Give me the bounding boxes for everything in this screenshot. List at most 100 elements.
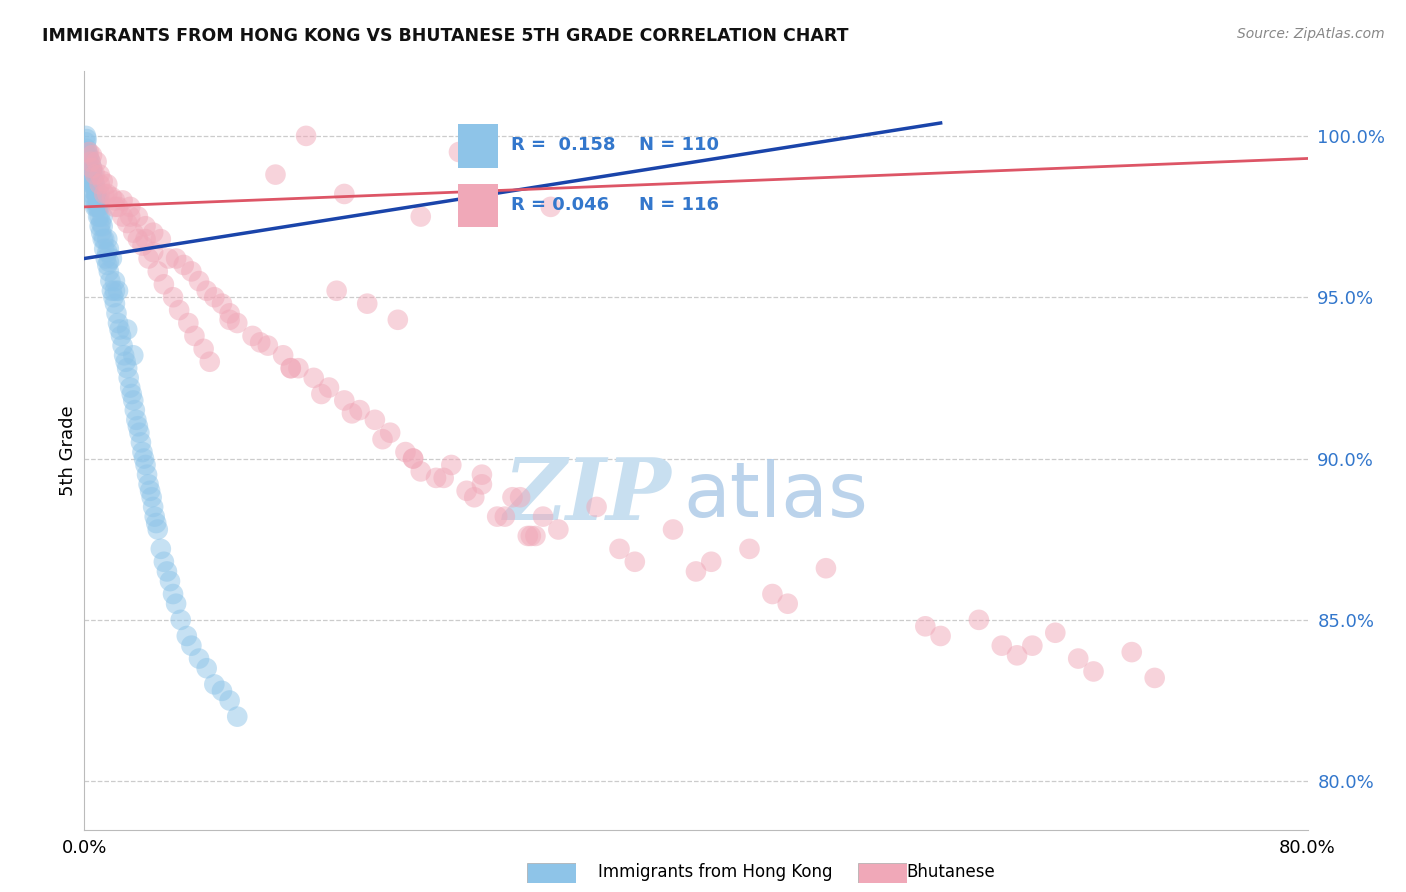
Point [77, 154, 100, 169]
Point [80, 148, 103, 162]
Point [84, 180, 107, 194]
Point [914, 619, 936, 633]
Point [139, 483, 162, 498]
Point [142, 245, 165, 260]
Point [96, 245, 118, 260]
Point [79, 174, 101, 188]
Point [89, 178, 111, 192]
Point [101, 252, 124, 266]
Point [520, 529, 543, 543]
Point [122, 393, 145, 408]
Point [129, 435, 152, 450]
Text: IMMIGRANTS FROM HONG KONG VS BHUTANESE 5TH GRADE CORRELATION CHART: IMMIGRANTS FROM HONG KONG VS BHUTANESE 5… [42, 27, 849, 45]
Point [425, 471, 447, 485]
Point [146, 523, 169, 537]
Point [193, 342, 215, 356]
Point [287, 361, 309, 376]
Point [87, 210, 110, 224]
Point [340, 406, 363, 420]
Point [84, 168, 107, 182]
Point [162, 290, 184, 304]
Point [107, 316, 129, 330]
Point [929, 629, 952, 643]
Y-axis label: 5th Grade: 5th Grade [59, 405, 77, 496]
Point [1121, 645, 1143, 659]
Point [77, 161, 100, 176]
Point [471, 477, 494, 491]
Point [177, 316, 200, 330]
Point [202, 290, 225, 304]
Point [700, 555, 723, 569]
Point [180, 639, 202, 653]
Point [115, 322, 138, 336]
Point [486, 509, 509, 524]
Point [433, 471, 456, 485]
Point [111, 338, 134, 352]
Point [202, 677, 225, 691]
Point [83, 184, 105, 198]
Point [183, 329, 205, 343]
Point [83, 194, 105, 208]
Point [77, 145, 100, 159]
Point [90, 226, 112, 240]
Point [141, 490, 163, 504]
Point [409, 465, 432, 479]
Point [509, 490, 531, 504]
Point [167, 303, 190, 318]
Point [122, 226, 145, 240]
Point [218, 306, 240, 320]
Point [585, 500, 607, 514]
Point [394, 445, 416, 459]
Point [79, 168, 101, 182]
Point [111, 194, 134, 208]
Point [76, 152, 98, 166]
Point [80, 161, 103, 176]
Point [120, 380, 142, 394]
Point [685, 565, 707, 579]
Point [135, 458, 157, 472]
Point [165, 597, 187, 611]
Point [463, 490, 485, 504]
Point [387, 313, 409, 327]
Point [271, 348, 294, 362]
Point [226, 316, 249, 330]
Point [93, 242, 115, 256]
Point [76, 142, 98, 156]
Point [409, 210, 432, 224]
Point [83, 174, 105, 188]
Point [380, 425, 402, 440]
Point [609, 541, 631, 556]
Point [188, 274, 211, 288]
Point [124, 403, 146, 417]
Point [91, 232, 114, 246]
Point [311, 387, 333, 401]
Point [84, 200, 107, 214]
Point [96, 186, 118, 201]
Point [157, 252, 180, 266]
Point [662, 523, 685, 537]
Point [131, 445, 153, 459]
Point [447, 145, 470, 159]
Text: atlas: atlas [683, 459, 869, 533]
Point [149, 232, 172, 246]
Point [77, 152, 100, 166]
Point [145, 516, 167, 530]
Point [814, 561, 837, 575]
Point [156, 565, 179, 579]
Point [111, 210, 134, 224]
Point [531, 509, 554, 524]
Point [77, 148, 100, 162]
Point [76, 145, 98, 159]
Point [75, 148, 97, 162]
Point [93, 186, 115, 201]
Point [80, 161, 103, 176]
Point [127, 210, 149, 224]
Point [101, 284, 124, 298]
Point [440, 458, 463, 472]
Point [105, 306, 128, 320]
Point [325, 284, 347, 298]
Point [138, 252, 160, 266]
Point [90, 216, 112, 230]
Point [91, 174, 114, 188]
Point [96, 178, 118, 192]
